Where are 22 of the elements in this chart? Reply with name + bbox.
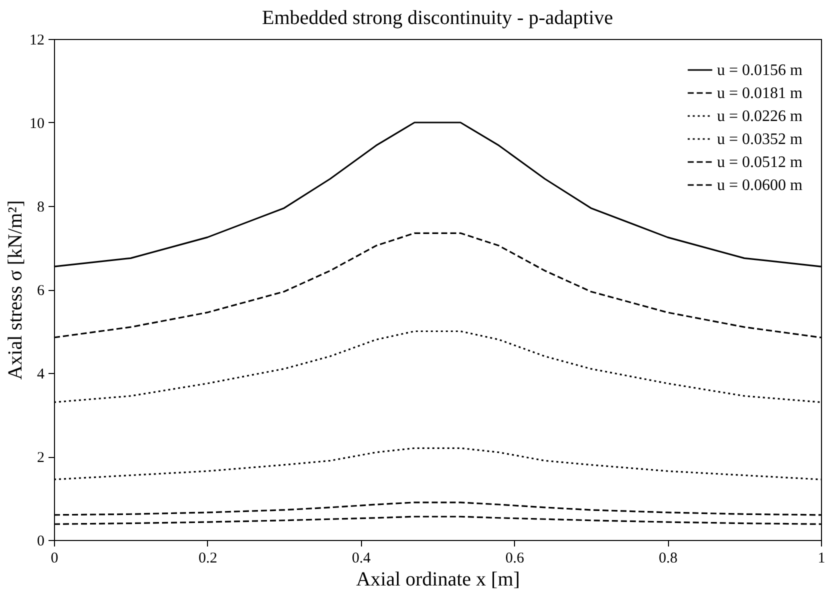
y-tick-label: 2 [37,450,44,466]
y-tick-label: 10 [30,116,44,132]
x-axis-title: Axial ordinate x [m] [356,568,520,590]
x-tick-label: 0.8 [658,550,678,566]
y-tick-label: 8 [37,200,44,216]
legend-label: u = 0.0156 m [717,62,804,79]
y-axis-title: Axial stress σ [kN/m²] [4,200,26,380]
legend-label: u = 0.0226 m [717,108,804,125]
legend-label: u = 0.0600 m [717,177,804,194]
x-tick-label: 0.2 [198,550,218,566]
y-tick-label: 6 [37,283,45,299]
x-tick-label: 0 [50,550,58,566]
chart-title: Embedded strong discontinuity - p-adaptive [262,7,614,29]
y-tick-label: 12 [30,32,44,48]
y-tick-label: 4 [37,366,45,382]
x-tick-label: 1 [818,550,826,566]
x-tick-label: 0.6 [505,550,525,566]
x-tick-label: 0.4 [352,550,372,566]
y-tick-label: 0 [37,534,44,550]
legend-label: u = 0.0512 m [717,154,804,171]
legend-label: u = 0.0352 m [717,131,804,148]
legend-label: u = 0.0181 m [717,85,804,102]
